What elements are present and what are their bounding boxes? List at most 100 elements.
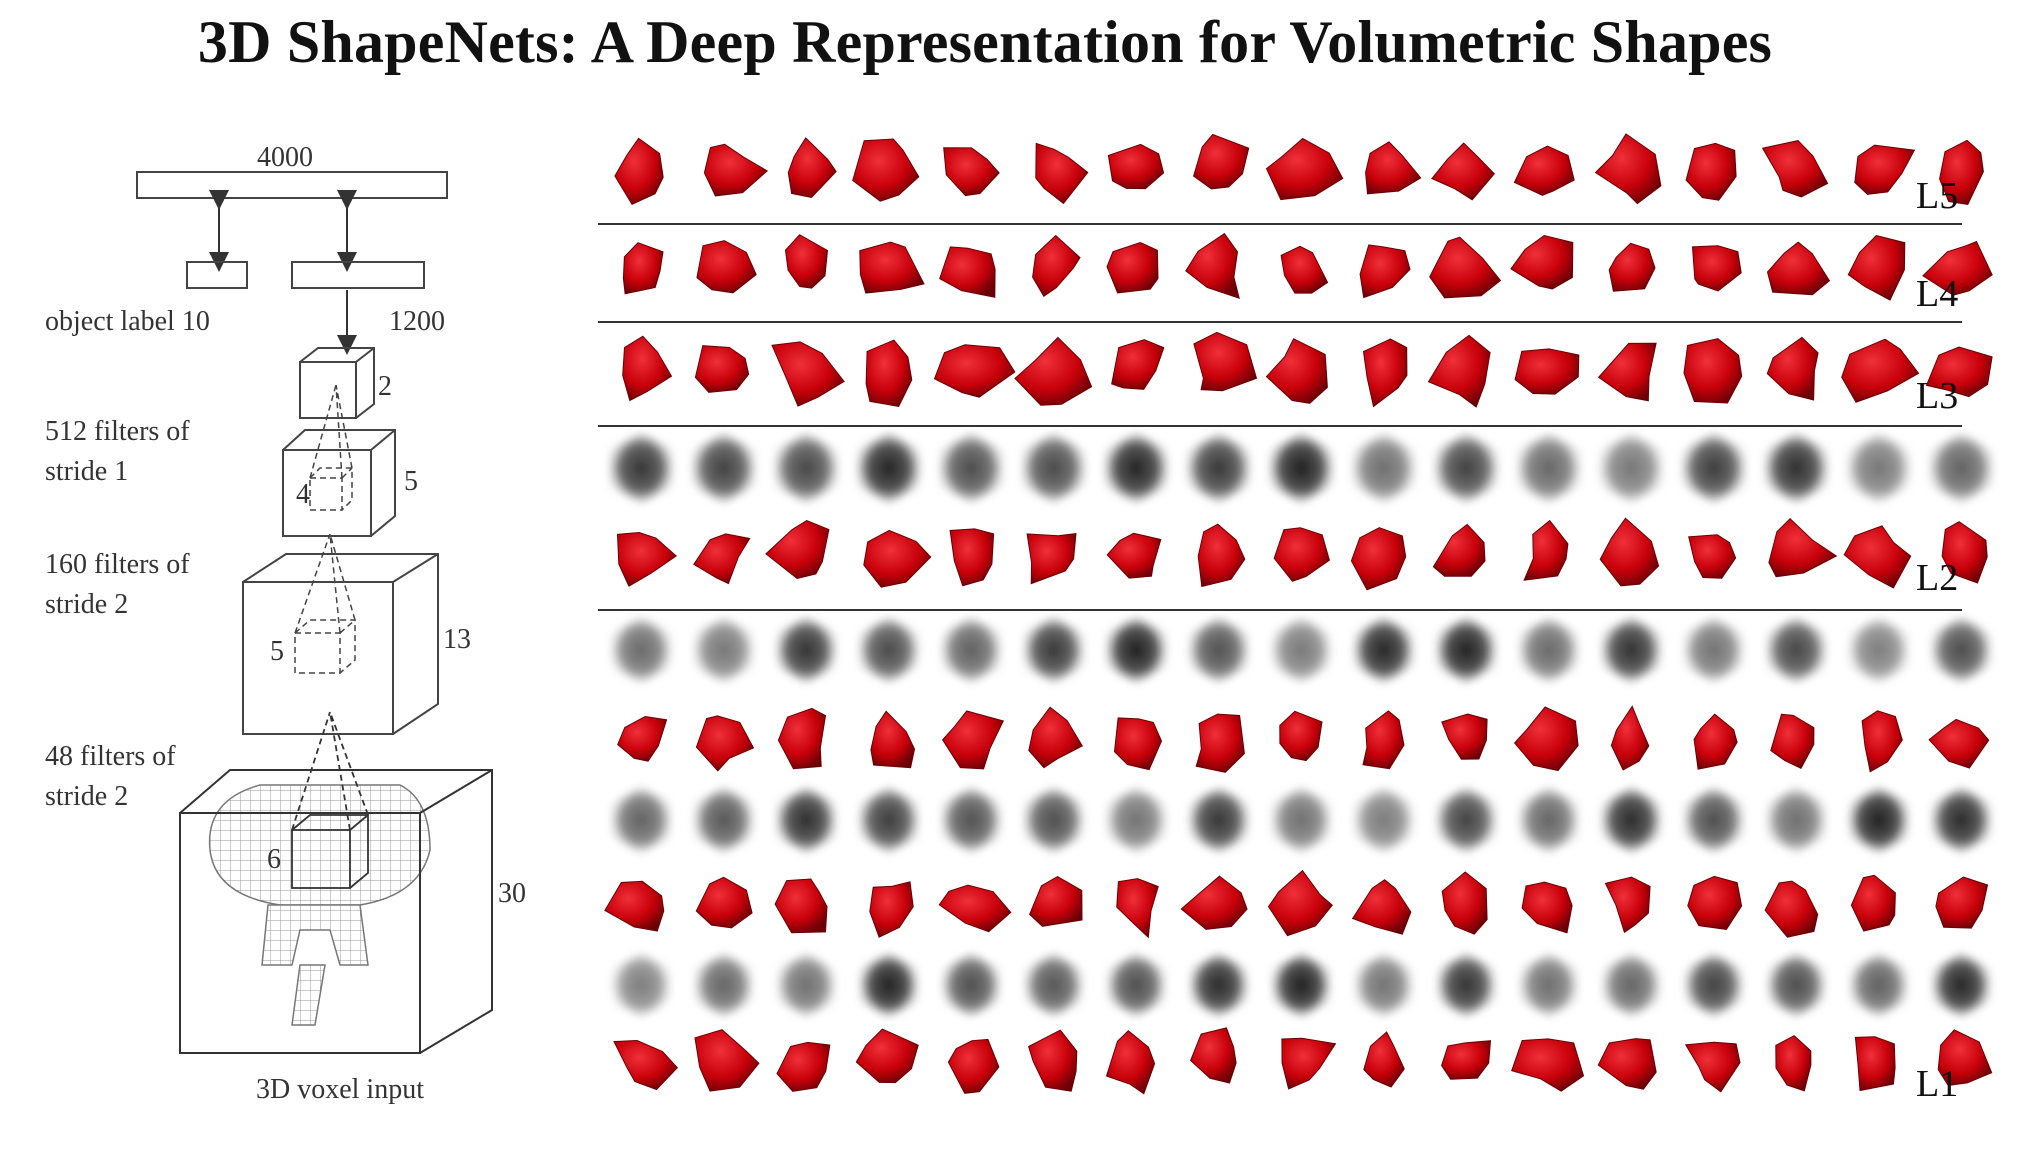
- filter-thumbnail: [1931, 952, 1991, 1018]
- filter-thumbnail: [1106, 952, 1166, 1018]
- shape-thumbnail: [1441, 1040, 1492, 1080]
- filter-thumbnail: [691, 432, 757, 504]
- filter-thumbnail: [1519, 952, 1579, 1018]
- hidden-box: [291, 261, 425, 289]
- filter-thumbnail: [1766, 952, 1826, 1018]
- filter-thumbnail: [1023, 786, 1085, 854]
- filter-thumbnail: [611, 952, 671, 1018]
- shape-thumbnail: [613, 1039, 678, 1091]
- shape-thumbnail: [1770, 713, 1815, 770]
- shape-thumbnail: [1028, 706, 1084, 769]
- filter-thumbnail: [858, 616, 920, 684]
- shape-thumbnail: [1429, 236, 1502, 299]
- shape-thumbnail: [1597, 342, 1657, 402]
- shape-thumbnail: [1431, 142, 1495, 201]
- architecture-diagram: 4000 object label 10 1200 2 512 filters …: [45, 142, 526, 1105]
- layer2-desc-1: 160 filters of: [45, 549, 190, 580]
- hidden-units-text: 1200: [389, 306, 445, 337]
- top-units-label: 4000: [257, 142, 313, 173]
- shape-thumbnail: [1027, 1029, 1078, 1092]
- shape-thumbnail: [1766, 336, 1819, 401]
- shape-thumbnail: [1761, 140, 1829, 198]
- shape-thumbnail: [1693, 713, 1738, 770]
- filter-thumbnail: [775, 786, 837, 854]
- shape-thumbnail: [622, 242, 664, 295]
- top-kernel-label: 2: [378, 371, 392, 402]
- shape-thumbnail: [1847, 235, 1906, 301]
- filter-thumbnail: [1600, 616, 1662, 684]
- shape-thumbnail: [1608, 242, 1656, 292]
- filter-thumbnail: [1186, 432, 1252, 504]
- filter-thumbnail: [1021, 432, 1087, 504]
- layer2-desc-2: stride 2: [45, 589, 128, 620]
- filter-thumbnail: [940, 616, 1002, 684]
- top-layer-box: [136, 171, 448, 199]
- filter-thumbnail: [693, 616, 755, 684]
- row-label-l5: L5: [1916, 175, 1959, 217]
- shape-thumbnail: [1928, 718, 1990, 769]
- shape-thumbnail: [1610, 705, 1650, 771]
- filter-thumbnail: [1268, 432, 1334, 504]
- shape-thumbnail: [1922, 240, 1993, 296]
- shape-thumbnail: [1925, 346, 1993, 398]
- shape-thumbnail: [1351, 879, 1412, 935]
- filter-thumbnail: [1354, 952, 1414, 1018]
- label-box: [186, 261, 248, 289]
- filter-thumbnail: [1188, 786, 1250, 854]
- filter-thumbnail: [1763, 432, 1829, 504]
- input-cube: [179, 769, 493, 1054]
- shape-thumbnail: [933, 344, 1016, 398]
- filter-thumbnail: [1516, 432, 1582, 504]
- shape-thumbnail: [776, 1041, 831, 1092]
- shape-thumbnail: [1841, 338, 1920, 403]
- filter-thumbnail: [1684, 952, 1744, 1018]
- shape-thumbnail: [1279, 710, 1323, 762]
- filter-thumbnail: [941, 952, 1001, 1018]
- row-label-l4: L4: [1916, 273, 1959, 315]
- shape-thumbnail: [1441, 871, 1488, 935]
- shape-thumbnail: [1768, 518, 1838, 578]
- filter-thumbnail: [1928, 432, 1994, 504]
- filter-thumbnail: [1848, 616, 1910, 684]
- filter-thumbnail: [859, 952, 919, 1018]
- shape-thumbnail: [1273, 527, 1330, 582]
- shape-thumbnail: [1190, 1027, 1237, 1084]
- filter-thumbnail: [938, 432, 1004, 504]
- filter-thumbnail: [1518, 786, 1580, 854]
- shape-thumbnail: [1514, 348, 1580, 395]
- cube-layer-top: [299, 347, 375, 419]
- shape-thumbnail: [1685, 142, 1737, 201]
- filter-thumbnail: [1849, 952, 1909, 1018]
- filter-thumbnail: [1930, 786, 1992, 854]
- layer2-size: 13: [443, 624, 471, 655]
- shape-thumbnail: [1265, 338, 1328, 404]
- shape-thumbnail: [1107, 143, 1165, 190]
- filter-thumbnail: [1765, 616, 1827, 684]
- shape-thumbnail: [1185, 232, 1240, 299]
- kernel-2: [294, 533, 356, 674]
- filter-thumbnail: [1105, 616, 1167, 684]
- filter-thumbnail: [1270, 616, 1332, 684]
- kernel-1: [309, 384, 353, 511]
- shape-thumbnail: [1843, 525, 1912, 589]
- filter-thumbnail: [1846, 432, 1912, 504]
- filter-thumbnail: [1433, 432, 1499, 504]
- filter-thumbnail: [1023, 616, 1085, 684]
- shape-thumbnail: [1280, 245, 1329, 294]
- filter-thumbnail: [1683, 616, 1745, 684]
- shape-thumbnail: [863, 529, 932, 588]
- filter-thumbnail: [693, 786, 755, 854]
- shape-thumbnail: [1764, 880, 1819, 938]
- filter-thumbnail: [610, 786, 672, 854]
- filter-thumbnail: [1435, 616, 1497, 684]
- row-label-l1: L1: [1916, 1063, 1959, 1105]
- shape-thumbnail: [1365, 141, 1422, 195]
- shape-thumbnail: [1937, 1029, 1993, 1087]
- shape-thumbnail: [777, 707, 827, 770]
- shape-thumbnail: [1035, 142, 1089, 205]
- shape-thumbnail: [774, 878, 828, 934]
- shape-thumbnail: [703, 143, 769, 197]
- shape-thumbnail: [1113, 717, 1163, 771]
- shape-thumbnail: [1362, 710, 1405, 770]
